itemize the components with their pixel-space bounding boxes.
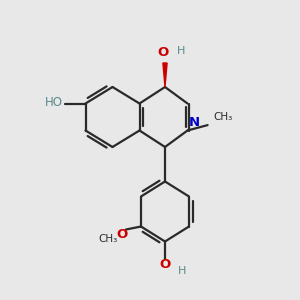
Text: N: N <box>189 116 200 129</box>
Text: O: O <box>158 46 169 59</box>
Text: HO: HO <box>44 95 62 109</box>
Text: O: O <box>159 258 171 271</box>
Text: CH₃: CH₃ <box>98 234 118 244</box>
Text: H: H <box>178 266 186 276</box>
Text: O: O <box>116 227 128 241</box>
Text: CH₃: CH₃ <box>214 112 233 122</box>
Polygon shape <box>163 63 167 87</box>
Text: H: H <box>176 46 185 56</box>
